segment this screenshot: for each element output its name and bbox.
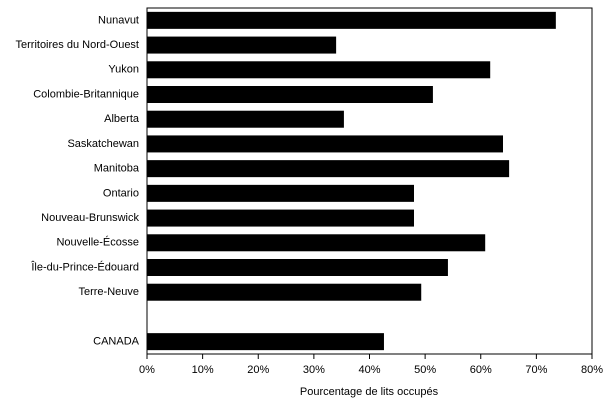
y-tick-label: Saskatchewan — [67, 138, 139, 150]
x-tick-label: 70% — [525, 364, 547, 376]
x-tick-label: 30% — [303, 364, 325, 376]
y-tick-label: Territoires du Nord-Ouest — [16, 39, 140, 51]
bar — [147, 234, 486, 252]
y-tick-label: Terre-Neuve — [78, 286, 139, 298]
x-tick-label: 10% — [192, 364, 214, 376]
bar — [147, 259, 448, 276]
bar — [147, 110, 344, 128]
y-tick-label: Yukon — [108, 64, 139, 76]
y-tick-label: Nouveau-Brunswick — [41, 212, 139, 224]
bar — [147, 333, 384, 351]
y-tick-label: Nouvelle-Écosse — [56, 236, 139, 249]
y-tick-label: CANADA — [93, 336, 140, 348]
x-tick-label: 40% — [358, 364, 380, 376]
bar — [147, 86, 433, 103]
x-tick-label: 0% — [139, 364, 155, 376]
x-tick-label: 20% — [247, 364, 269, 376]
y-tick-label: Alberta — [104, 113, 140, 125]
bar — [147, 11, 556, 29]
y-tick-label: Manitoba — [94, 163, 140, 175]
y-tick-label: Ontario — [103, 187, 139, 199]
bar — [147, 184, 414, 202]
bar — [147, 283, 422, 301]
bar — [147, 209, 414, 227]
plot-frame — [146, 7, 593, 355]
y-tick-label: Colombie-Britannique — [33, 88, 139, 100]
bar — [147, 36, 337, 54]
y-tick-label: Nunavut — [98, 14, 139, 26]
bar — [147, 160, 510, 178]
x-tick-label: 60% — [470, 364, 492, 376]
bar — [147, 135, 503, 153]
bar — [147, 61, 491, 79]
y-tick-label: Île-du-Prince-Édouard — [30, 260, 139, 273]
x-axis-label: Pourcentage de lits occupés — [300, 386, 439, 398]
x-tick-label: 50% — [414, 364, 436, 376]
x-tick-label: 80% — [581, 364, 603, 376]
